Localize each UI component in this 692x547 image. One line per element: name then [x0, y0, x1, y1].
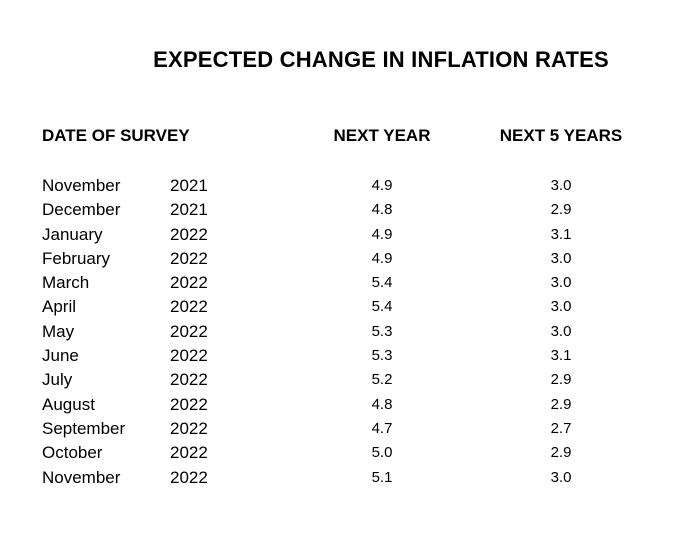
survey-month: May	[42, 321, 75, 341]
header-next-year: NEXT YEAR	[333, 126, 431, 145]
next-year-value: 4.9	[371, 177, 393, 194]
survey-year: 2022	[170, 418, 208, 438]
survey-month: August	[42, 394, 95, 414]
page-title: EXPECTED CHANGE IN INFLATION RATES	[153, 47, 609, 72]
next-year-value: 5.3	[371, 347, 393, 365]
survey-year: 2021	[170, 176, 208, 195]
survey-month: March	[42, 273, 90, 293]
next-5-years-value: 3.0	[550, 177, 572, 194]
next-year-value: 5.2	[371, 371, 393, 389]
table-row: December 2021 4.8 2.9	[0, 198, 692, 222]
survey-table-body: November 2021 4.9 3.0 December 2021 4.8 …	[0, 174, 692, 490]
next-year-value: 5.0	[371, 444, 393, 462]
survey-month: January	[42, 224, 103, 244]
next-5-years-value: 2.7	[550, 419, 572, 437]
table-row: March 2022 5.4 3.0	[0, 271, 692, 295]
next-5-years-value: 3.0	[550, 274, 572, 292]
survey-year: 2021	[170, 200, 208, 220]
survey-year: 2022	[170, 321, 208, 341]
next-5-years-value: 2.9	[550, 201, 572, 219]
survey-year: 2022	[170, 297, 208, 317]
table-row: April 2022 5.4 3.0	[0, 295, 692, 319]
header-next-5-years: NEXT 5 YEARS	[499, 126, 623, 145]
table-row: November 2021 4.9 3.0	[0, 174, 692, 198]
survey-month: October	[42, 443, 103, 463]
next-5-years-value: 3.1	[550, 225, 572, 243]
next-year-value: 5.4	[371, 298, 393, 316]
table-row: May 2022 5.3 3.0	[0, 320, 692, 344]
survey-year: 2022	[170, 273, 208, 293]
survey-month: June	[42, 346, 79, 366]
next-5-years-value: 3.0	[550, 322, 572, 340]
next-5-years-value: 3.1	[550, 347, 572, 365]
next-year-value: 4.7	[371, 419, 393, 437]
next-year-value: 4.9	[371, 225, 393, 243]
next-year-value: 4.8	[371, 201, 393, 219]
table-row: October 2022 5.0 2.9	[0, 441, 692, 465]
survey-month: September	[42, 418, 126, 438]
table-row: November 2022 5.1 3.0	[0, 466, 692, 490]
survey-month: July	[42, 370, 73, 390]
survey-year: 2022	[170, 224, 208, 244]
next-5-years-value: 3.0	[550, 298, 572, 316]
table-row: January 2022 4.9 3.1	[0, 223, 692, 247]
table-row: February 2022 4.9 3.0	[0, 247, 692, 271]
next-year-value: 4.8	[371, 395, 393, 413]
table-row: July 2022 5.2 2.9	[0, 368, 692, 392]
next-year-value: 5.1	[371, 468, 393, 486]
next-year-value: 4.9	[371, 249, 393, 267]
survey-year: 2022	[170, 443, 208, 463]
header-date-of-survey: DATE OF SURVEY	[42, 126, 190, 145]
survey-month: December	[42, 200, 121, 220]
survey-year: 2022	[170, 248, 208, 268]
survey-month: April	[42, 297, 77, 317]
table-row: August 2022 4.8 2.9	[0, 393, 692, 417]
next-year-value: 5.4	[371, 274, 393, 292]
survey-month: November	[42, 467, 121, 487]
next-5-years-value: 3.0	[550, 249, 572, 267]
survey-year: 2022	[170, 346, 208, 366]
survey-year: 2022	[170, 370, 208, 390]
table-row: June 2022 5.3 3.1	[0, 344, 692, 368]
table-row: September 2022 4.7 2.7	[0, 417, 692, 441]
survey-year: 2022	[170, 467, 208, 487]
next-5-years-value: 3.0	[550, 468, 572, 486]
next-5-years-value: 2.9	[550, 395, 572, 413]
survey-month: February	[42, 248, 111, 268]
survey-month: November	[42, 176, 121, 195]
next-5-years-value: 2.9	[550, 444, 572, 462]
next-5-years-value: 2.9	[550, 371, 572, 389]
next-year-value: 5.3	[371, 322, 393, 340]
survey-year: 2022	[170, 394, 208, 414]
